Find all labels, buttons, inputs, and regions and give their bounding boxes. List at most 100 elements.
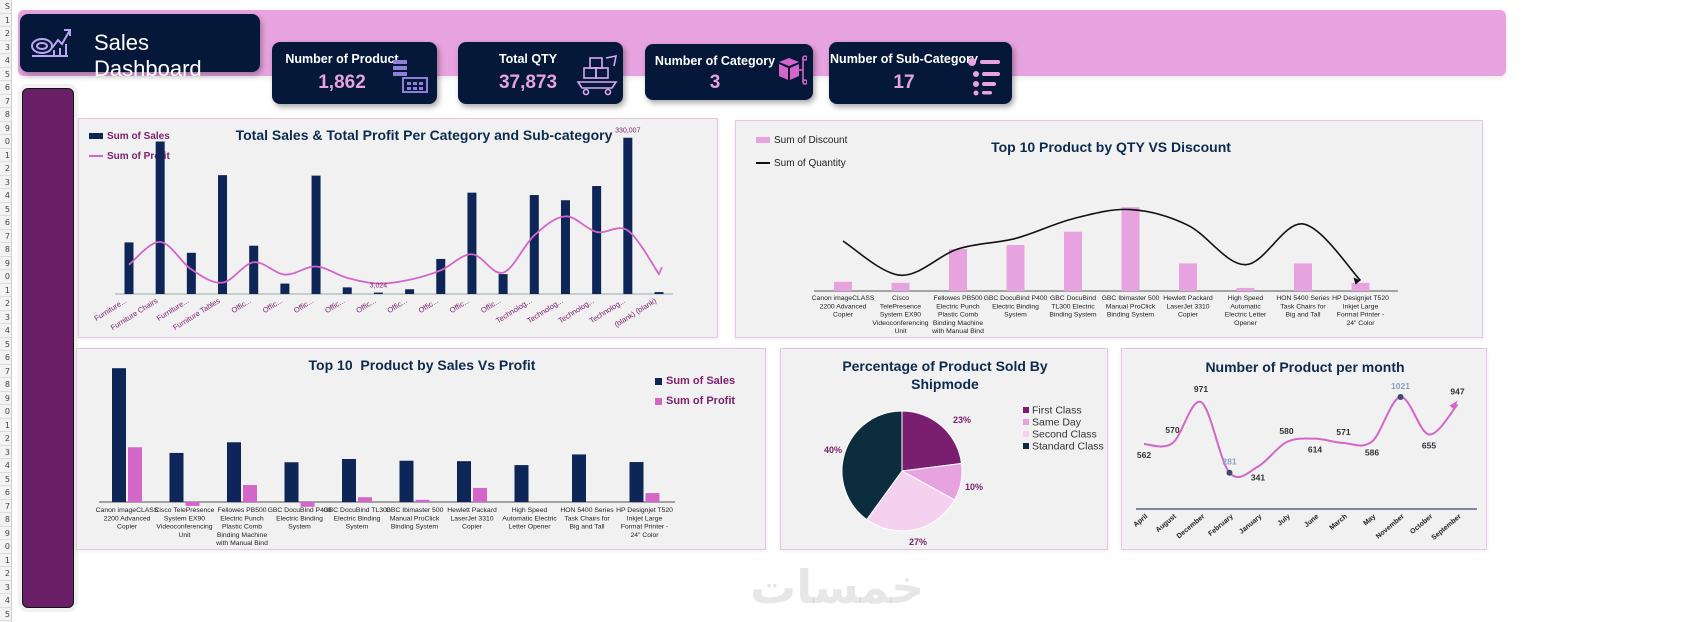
row-header: 7	[0, 500, 11, 513]
legend-swatch	[1023, 431, 1029, 437]
line-marker	[1226, 469, 1233, 476]
discount-bar	[1351, 282, 1370, 291]
x-tick-label: November	[1375, 513, 1406, 541]
sales-bar	[592, 186, 602, 294]
shipmode-pie-title: Percentage of Product Sold By Shipmode	[842, 358, 1048, 392]
sales-bar	[467, 192, 477, 294]
point-label: 1021	[1391, 381, 1410, 391]
legend-label: Same Day	[1032, 417, 1082, 429]
x-tick-label: April	[1133, 513, 1150, 529]
watermark-logo: خمسات	[750, 560, 925, 614]
profit-bar	[300, 502, 315, 507]
x-tick-label: August	[1155, 513, 1178, 534]
line-arrow	[1449, 400, 1458, 410]
sales-bar	[280, 283, 290, 294]
x-tick-label: GBC DocuBind TL300 Electric Binding System	[1049, 295, 1097, 319]
x-tick-label: September	[1431, 513, 1463, 542]
cube-network-icon	[779, 55, 807, 85]
x-tick-label: HON 5400 Series Task Chairs for Big and Ta…	[560, 507, 614, 531]
monthly-line-title: Number of Product per month	[1205, 359, 1405, 375]
x-tick-label: GBC DocuBind P400 Electric Binding System	[984, 295, 1048, 319]
x-tick-label: Offic...	[230, 296, 253, 315]
x-tick-label: Offic...	[323, 296, 346, 315]
point-label: 341	[1251, 473, 1265, 483]
sales-bar	[399, 460, 414, 502]
dashboard-title: Sales Dashboard	[94, 30, 202, 81]
pie-value-label: 27%	[909, 537, 927, 547]
boxes-cart-icon	[576, 54, 618, 96]
row-header: 9	[0, 392, 11, 405]
category-chart-panel: Total Sales & Total Profit Per Category …	[78, 118, 718, 338]
x-tick-label: Offic...	[261, 296, 284, 315]
kpi-card-subcategory: Number of Sub-Category 17	[829, 42, 1012, 104]
legend-label: First Class	[1032, 405, 1082, 417]
qty-discount-svg: Canon imageCLASS 2200 Advanced CopierCisco…	[812, 207, 1398, 335]
sales-bar	[124, 242, 134, 294]
row-header: 4	[0, 459, 11, 473]
legend-swatch	[1023, 419, 1029, 425]
row-header: 6	[0, 351, 11, 365]
sales-bar	[498, 274, 508, 294]
sales-bar	[572, 454, 586, 502]
quantity-line	[842, 208, 1362, 282]
sales-bar	[457, 461, 471, 502]
discount-bar	[1179, 263, 1197, 291]
sales-bar	[112, 368, 126, 502]
row-header: 8	[0, 378, 11, 392]
legend-item: Sum of Profit	[89, 151, 170, 162]
row-header: 3	[0, 581, 11, 594]
sales-bar	[405, 289, 415, 294]
x-tick-label: Offic...	[386, 296, 409, 315]
sales-profit-title: Top 10 Product by Sales Vs Profit	[308, 357, 536, 373]
kpi-value: 1,862	[318, 72, 366, 93]
row-header: 9	[0, 257, 11, 270]
category-chart-title: Total Sales & Total Profit Per Category …	[235, 127, 613, 143]
row-header: 6	[0, 216, 11, 230]
row-header: 4	[0, 324, 11, 338]
sales-bar	[342, 458, 356, 502]
row-header: 1	[0, 14, 11, 27]
legend-item: Sum of Sales	[89, 131, 170, 142]
x-tick-label: June	[1303, 513, 1320, 529]
profit-bar	[185, 502, 200, 506]
row-header: 0	[0, 405, 11, 419]
row-header: 5	[0, 203, 11, 216]
profit-bar	[645, 493, 660, 502]
discount-bar	[834, 281, 852, 291]
row-header: 2	[0, 432, 11, 446]
discount-bar	[1121, 207, 1140, 291]
row-header: 9	[0, 122, 11, 135]
row-header: 2	[0, 27, 11, 41]
point-label: 947	[1450, 387, 1464, 397]
row-header: 7	[0, 95, 11, 108]
data-label: 3,024	[370, 283, 388, 290]
row-header: 1	[0, 284, 11, 297]
x-tick-label: HP Designjet T520 Inkjet Large Format Prin…	[616, 507, 673, 539]
qty-discount-title: Top 10 Product by QTY VS Discount	[991, 139, 1231, 155]
x-tick-label: GBC Ibimaster 500 Manual ProClick Binding …	[386, 507, 444, 531]
kpi-label: Number of Product	[285, 52, 399, 66]
sales-bar	[155, 141, 165, 294]
row-header: 8	[0, 243, 11, 257]
discount-bar	[949, 249, 967, 291]
product-count-line	[1143, 396, 1459, 479]
qty-discount-legend: Sum of Discount Sum of Quantity	[756, 135, 847, 169]
pie-slice	[901, 410, 963, 472]
category-chart-legend: Sum of Sales Sum of Profit	[89, 131, 170, 162]
monthly-line-panel: Number of Product per month 562 April 570 A…	[1121, 348, 1487, 550]
sales-bar	[436, 258, 446, 294]
kpi-value: 3	[709, 72, 721, 93]
sales-bar	[560, 200, 570, 294]
x-tick-label: Cisco TelePresence System EX90 Videoconfere…	[872, 295, 928, 335]
sales-bar	[284, 462, 299, 502]
row-header: 1	[0, 419, 11, 432]
grid-table-icon	[393, 60, 428, 93]
row-header: 8	[0, 513, 11, 527]
x-tick-label: Offic...	[448, 296, 471, 315]
sales-bar	[311, 175, 321, 294]
point-label: 281	[1222, 457, 1236, 467]
x-tick-label: GBC DocuBind TL300 Electric Binding System	[323, 507, 390, 531]
x-tick-label: Hewlett Packard LaserJet 3310 Copier	[1163, 295, 1213, 319]
list-hierarchy-icon	[968, 58, 1000, 96]
